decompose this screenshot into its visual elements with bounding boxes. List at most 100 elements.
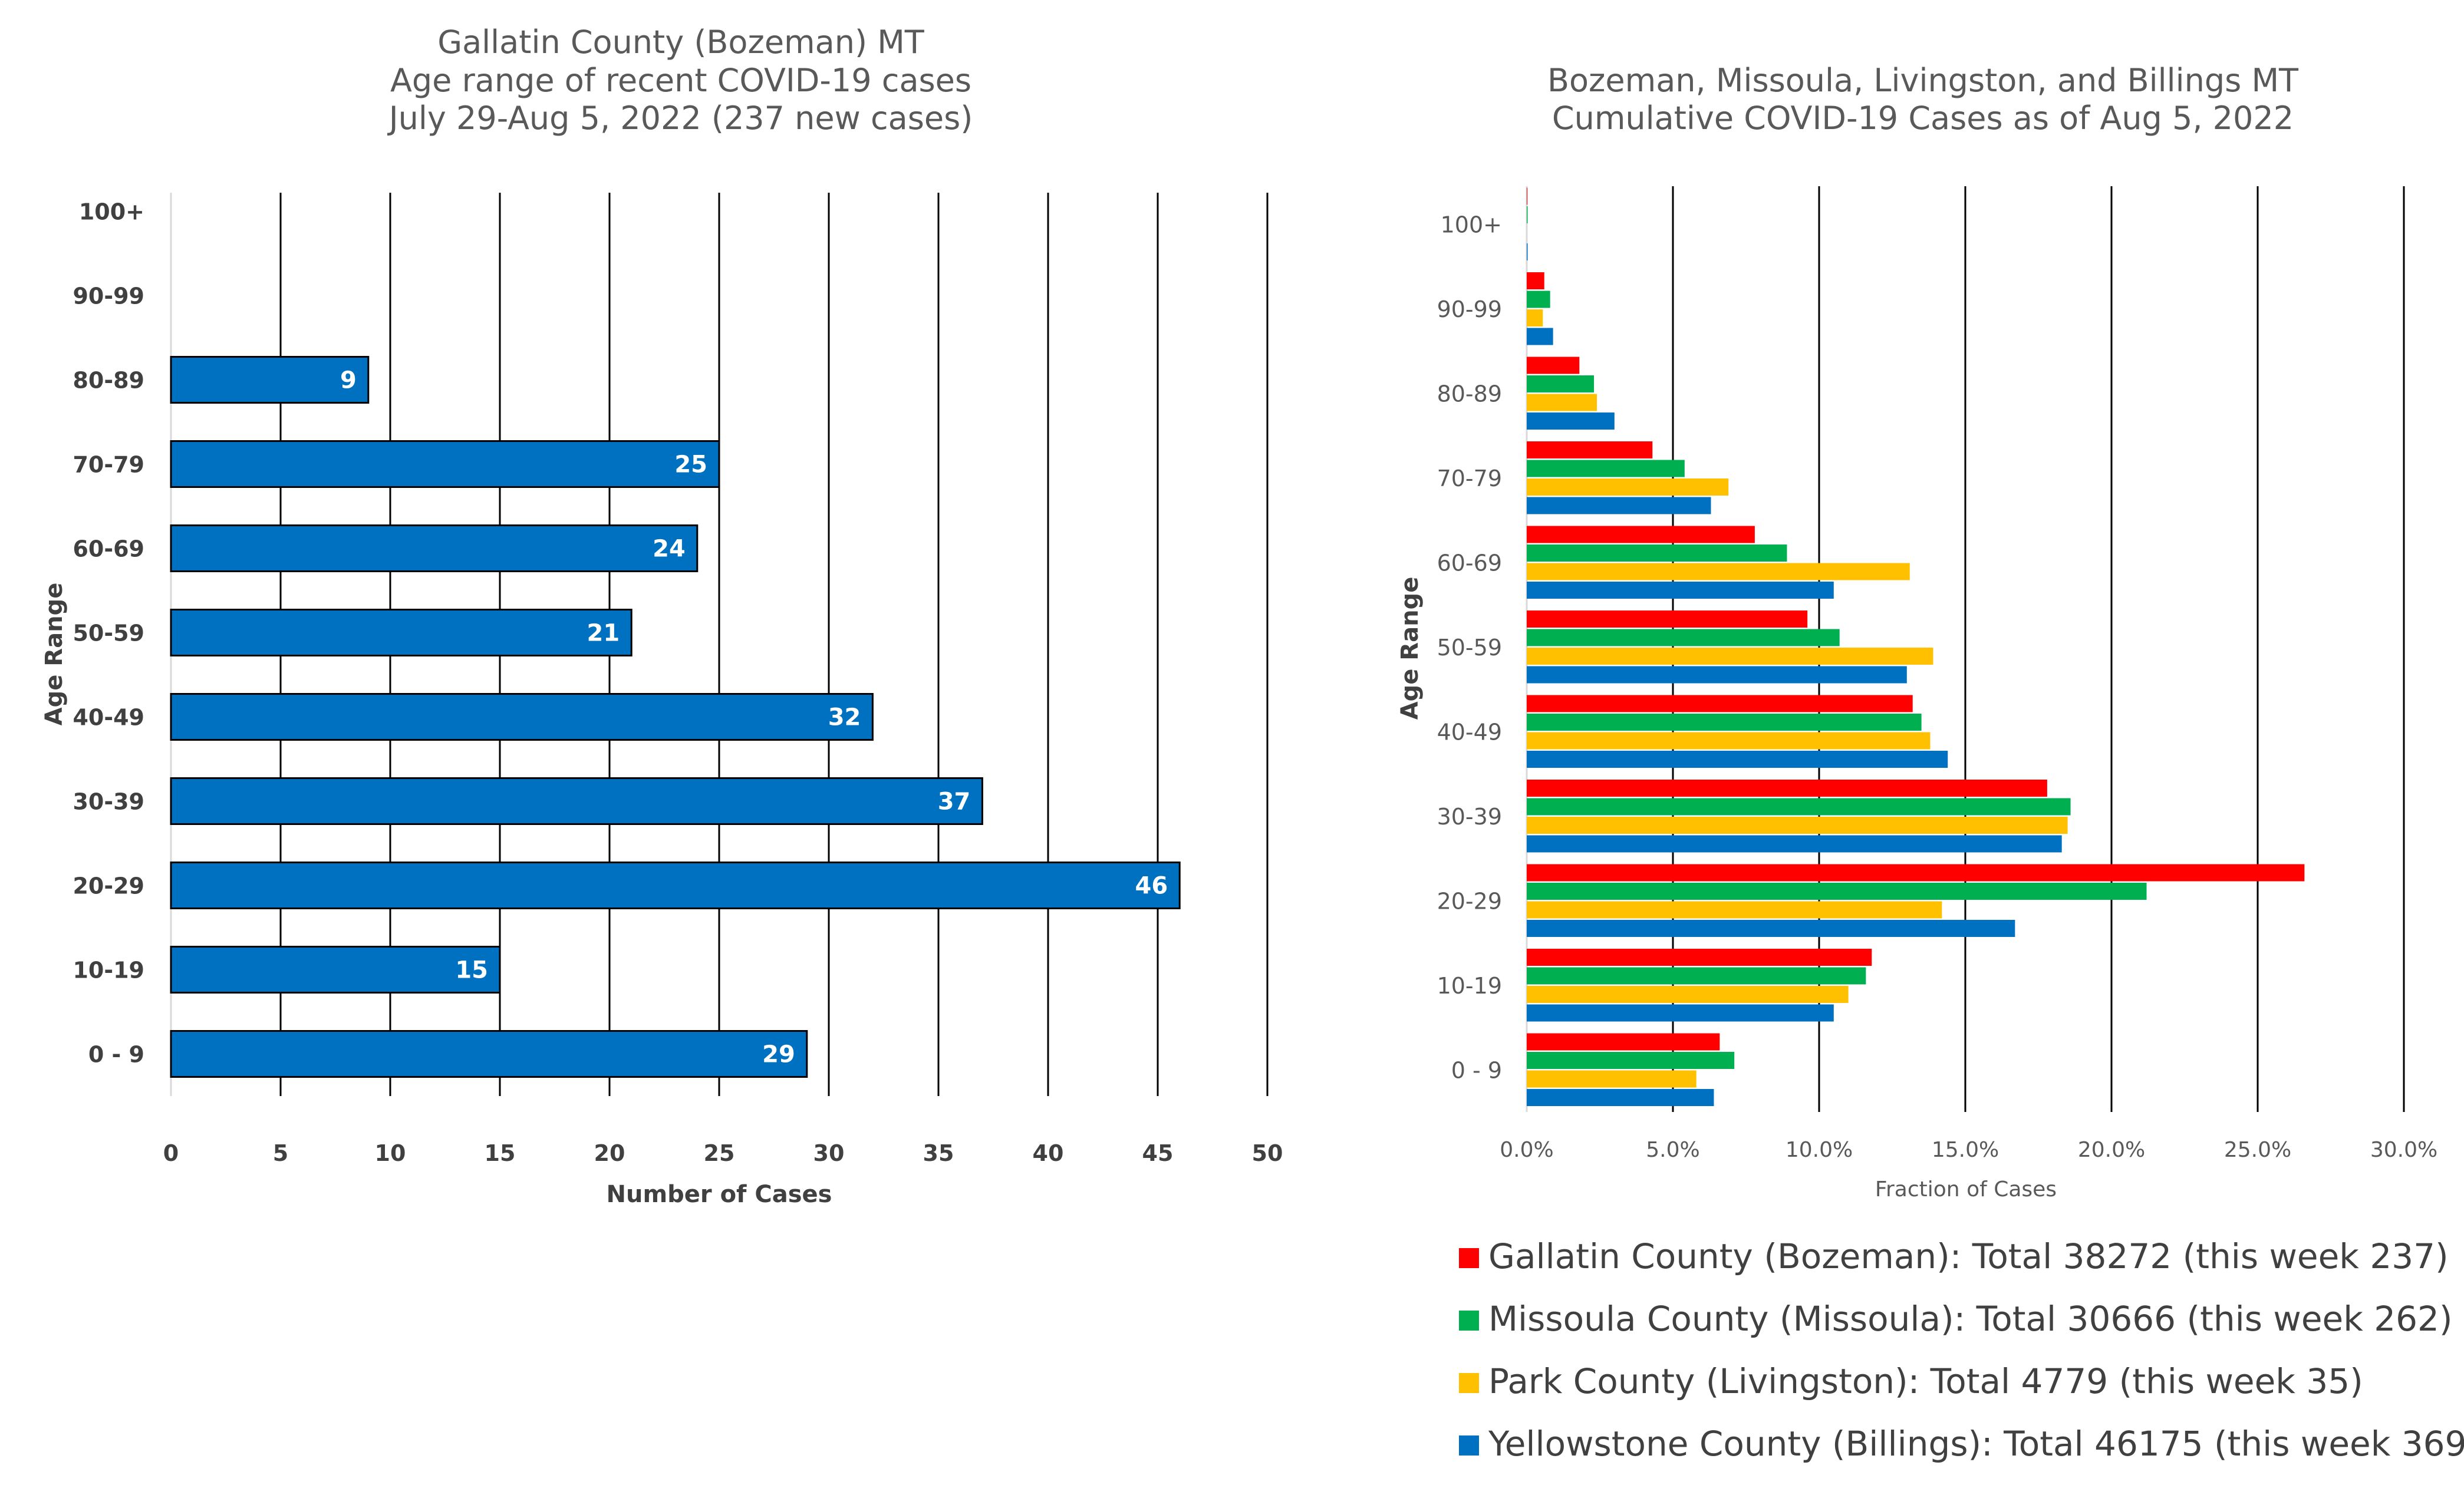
chart-title-line: Age range of recent COVID-19 cases xyxy=(390,62,971,99)
y-tick-label: 70-79 xyxy=(73,452,144,478)
y-tick-label: 70-79 xyxy=(1437,466,1502,491)
x-tick-label: 10.0% xyxy=(1786,1138,1853,1162)
x-tick-label: 20 xyxy=(594,1140,625,1166)
bar-data-label: 37 xyxy=(938,788,971,816)
bar xyxy=(1527,563,1910,580)
bar xyxy=(170,946,501,994)
y-tick-label: 60-69 xyxy=(1437,550,1502,576)
bar xyxy=(1527,949,1872,966)
bar xyxy=(1527,526,1755,543)
x-tick-label: 5 xyxy=(273,1140,288,1166)
bar-data-label: 21 xyxy=(587,620,620,647)
bar xyxy=(1527,695,1913,712)
bar xyxy=(1527,375,1595,392)
y-tick-label: 50-59 xyxy=(73,621,144,646)
y-tick-label: 20-29 xyxy=(73,873,144,899)
bar xyxy=(1527,629,1840,646)
bar-data-label: 32 xyxy=(828,704,861,731)
bar-data-label: 25 xyxy=(674,451,707,478)
x-tick-label: 40 xyxy=(1033,1140,1064,1166)
y-tick-label: 10-19 xyxy=(73,958,144,984)
bar xyxy=(1527,920,2015,937)
bar xyxy=(1527,460,1685,477)
bar xyxy=(1527,1070,1697,1088)
bar xyxy=(1527,732,1931,750)
bar xyxy=(170,440,720,488)
y-tick-label: 30-39 xyxy=(73,789,144,815)
x-tick-label: 15.0% xyxy=(1932,1138,1999,1162)
bar xyxy=(1527,441,1653,458)
bar xyxy=(1527,1004,1834,1022)
bar xyxy=(1527,291,1550,308)
bar xyxy=(170,1030,808,1078)
bar xyxy=(1527,394,1597,411)
y-tick-label: 60-69 xyxy=(73,536,144,562)
bar xyxy=(1527,412,1615,430)
bar xyxy=(1527,357,1580,374)
y-tick-label: 40-49 xyxy=(1437,719,1502,745)
x-tick-label: 45 xyxy=(1142,1140,1174,1166)
bar xyxy=(170,356,370,404)
y-tick-label: 0 - 9 xyxy=(88,1042,144,1068)
y-tick-label: 10-19 xyxy=(1437,973,1502,999)
x-tick-label: 0.0% xyxy=(1500,1138,1553,1162)
x-tick-label: 20.0% xyxy=(2078,1138,2145,1162)
chart-title-line: July 29-Aug 5, 2022 (237 new cases) xyxy=(387,100,973,137)
bar xyxy=(1527,1033,1720,1051)
chart-title-line: Cumulative COVID-19 Cases as of Aug 5, 2… xyxy=(1552,100,2294,137)
bar xyxy=(1527,901,1942,919)
x-tick-label: 0 xyxy=(163,1140,179,1166)
legend-label: Park County (Livingston): Total 4779 (th… xyxy=(1488,1361,2363,1401)
y-tick-label: 80-89 xyxy=(73,368,144,394)
bar xyxy=(1527,666,1907,684)
bar xyxy=(170,693,874,741)
legend-swatch xyxy=(1459,1373,1479,1393)
x-tick-label: 50 xyxy=(1252,1140,1283,1166)
x-tick-label: 30.0% xyxy=(2370,1138,2437,1162)
y-tick-label: 90-99 xyxy=(73,283,144,309)
y-tick-label: 0 - 9 xyxy=(1451,1057,1502,1083)
bar xyxy=(170,524,699,572)
bar-data-label: 24 xyxy=(653,536,686,563)
bar xyxy=(1527,714,1922,731)
bar xyxy=(1527,883,2147,900)
y-axis-title: Age Range xyxy=(1396,577,1424,720)
legend-label: Yellowstone County (Billings): Total 461… xyxy=(1488,1424,2464,1464)
x-axis-title: Number of Cases xyxy=(607,1181,832,1208)
x-tick-label: 15 xyxy=(485,1140,516,1166)
legend-swatch xyxy=(1459,1311,1479,1331)
legend-swatch xyxy=(1459,1248,1479,1268)
bar xyxy=(1527,967,1866,985)
bar xyxy=(170,777,983,825)
y-axis-title: Age Range xyxy=(41,583,68,726)
bar-data-label: 46 xyxy=(1135,873,1168,900)
bar xyxy=(1527,751,1948,768)
bar xyxy=(1527,610,1808,628)
x-tick-label: 25.0% xyxy=(2224,1138,2291,1162)
y-tick-label: 40-49 xyxy=(73,705,144,731)
legend-label: Gallatin County (Bozeman): Total 38272 (… xyxy=(1488,1236,2449,1276)
bar xyxy=(1527,272,1544,289)
bar xyxy=(1527,1052,1735,1069)
x-tick-label: 35 xyxy=(923,1140,954,1166)
chart-title-line: Bozeman, Missoula, Livingston, and Billi… xyxy=(1547,62,2299,99)
bar xyxy=(1527,648,1933,665)
bar xyxy=(170,862,1181,909)
y-tick-label: 20-29 xyxy=(1437,888,1502,914)
bar xyxy=(1527,1089,1714,1106)
bar xyxy=(1527,835,2062,853)
x-axis-title: Fraction of Cases xyxy=(1875,1177,2057,1202)
bar xyxy=(1527,986,1849,1003)
bar xyxy=(1527,780,2047,797)
bar xyxy=(1527,328,1553,345)
bar xyxy=(1527,497,1711,514)
bar xyxy=(1527,478,1729,496)
bar xyxy=(170,609,633,656)
legend-label: Missoula County (Missoula): Total 30666 … xyxy=(1488,1299,2453,1339)
right-chart: Bozeman, Missoula, Livingston, and Billi… xyxy=(1396,62,2464,1464)
y-tick-label: 100+ xyxy=(79,199,144,225)
x-tick-label: 30 xyxy=(813,1140,845,1166)
y-tick-label: 100+ xyxy=(1441,212,1502,237)
